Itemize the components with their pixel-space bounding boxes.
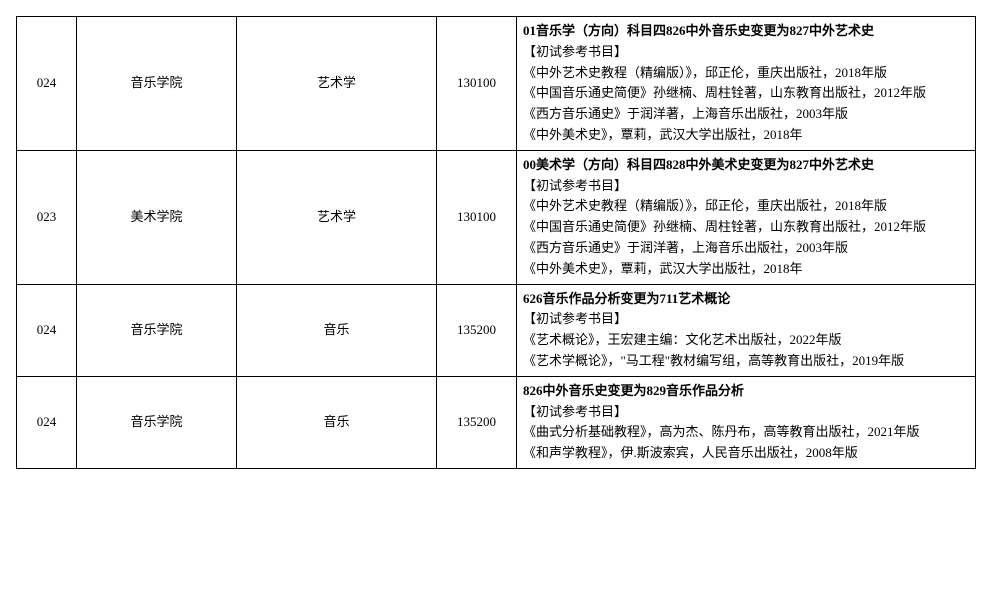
book-heading: 【初试参考书目】 [523,402,969,423]
book-item: 《中外美术史》，覃莉，武汉大学出版社，2018年 [523,259,969,280]
change-title: 626音乐作品分析变更为711艺术概论 [523,289,969,310]
book-heading: 【初试参考书目】 [523,309,969,330]
book-item: 《西方音乐通史》于润洋著，上海音乐出版社，2003年版 [523,238,969,259]
book-item: 《和声学教程》，伊.斯波索宾，人民音乐出版社，2008年版 [523,443,969,464]
cell-subject: 艺术学 [237,17,437,151]
change-title: 01音乐学（方向）科目四826中外音乐史变更为827中外艺术史 [523,21,969,42]
cell-subject: 艺术学 [237,150,437,284]
cell-num: 130100 [437,150,517,284]
cell-code: 024 [17,376,77,468]
cell-code: 024 [17,17,77,151]
table-row: 024音乐学院艺术学13010001音乐学（方向）科目四826中外音乐史变更为8… [17,17,976,151]
cell-dept: 音乐学院 [77,376,237,468]
table-row: 023美术学院艺术学13010000美术学（方向）科目四828中外美术史变更为8… [17,150,976,284]
cell-num: 135200 [437,376,517,468]
cell-desc: 826中外音乐史变更为829音乐作品分析【初试参考书目】《曲式分析基础教程》，高… [517,376,976,468]
cell-desc: 01音乐学（方向）科目四826中外音乐史变更为827中外艺术史【初试参考书目】《… [517,17,976,151]
cell-dept: 音乐学院 [77,284,237,376]
change-title: 826中外音乐史变更为829音乐作品分析 [523,381,969,402]
cell-subject: 音乐 [237,376,437,468]
book-item: 《中外艺术史教程（精编版）》，邱正伦，重庆出版社，2018年版 [523,196,969,217]
cell-code: 023 [17,150,77,284]
book-item: 《中国音乐通史简便》孙继楠、周柱铨著，山东教育出版社，2012年版 [523,83,969,104]
cell-code: 024 [17,284,77,376]
book-item: 《中国音乐通史简便》孙继楠、周柱铨著，山东教育出版社，2012年版 [523,217,969,238]
book-item: 《曲式分析基础教程》，高为杰、陈丹布，高等教育出版社，2021年版 [523,422,969,443]
book-item: 《中外美术史》，覃莉，武汉大学出版社，2018年 [523,125,969,146]
course-table: 024音乐学院艺术学13010001音乐学（方向）科目四826中外音乐史变更为8… [16,16,976,469]
table-row: 024音乐学院音乐135200626音乐作品分析变更为711艺术概论【初试参考书… [17,284,976,376]
book-item: 《西方音乐通史》于润洋著，上海音乐出版社，2003年版 [523,104,969,125]
cell-num: 135200 [437,284,517,376]
cell-desc: 626音乐作品分析变更为711艺术概论【初试参考书目】《艺术概论》，王宏建主编：… [517,284,976,376]
book-heading: 【初试参考书目】 [523,42,969,63]
book-heading: 【初试参考书目】 [523,176,969,197]
book-item: 《中外艺术史教程（精编版）》，邱正伦，重庆出版社，2018年版 [523,63,969,84]
table-row: 024音乐学院音乐135200826中外音乐史变更为829音乐作品分析【初试参考… [17,376,976,468]
cell-dept: 美术学院 [77,150,237,284]
cell-desc: 00美术学（方向）科目四828中外美术史变更为827中外艺术史【初试参考书目】《… [517,150,976,284]
book-item: 《艺术学概论》，"马工程"教材编写组，高等教育出版社，2019年版 [523,351,969,372]
book-item: 《艺术概论》，王宏建主编：文化艺术出版社，2022年版 [523,330,969,351]
change-title: 00美术学（方向）科目四828中外美术史变更为827中外艺术史 [523,155,969,176]
cell-subject: 音乐 [237,284,437,376]
cell-dept: 音乐学院 [77,17,237,151]
cell-num: 130100 [437,17,517,151]
